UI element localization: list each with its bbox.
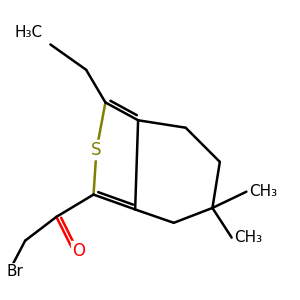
Text: H₃C: H₃C: [15, 25, 43, 40]
Text: O: O: [72, 242, 85, 260]
Text: CH₃: CH₃: [234, 230, 262, 245]
Text: Br: Br: [6, 264, 23, 279]
Text: S: S: [91, 141, 102, 159]
Text: CH₃: CH₃: [249, 184, 277, 199]
